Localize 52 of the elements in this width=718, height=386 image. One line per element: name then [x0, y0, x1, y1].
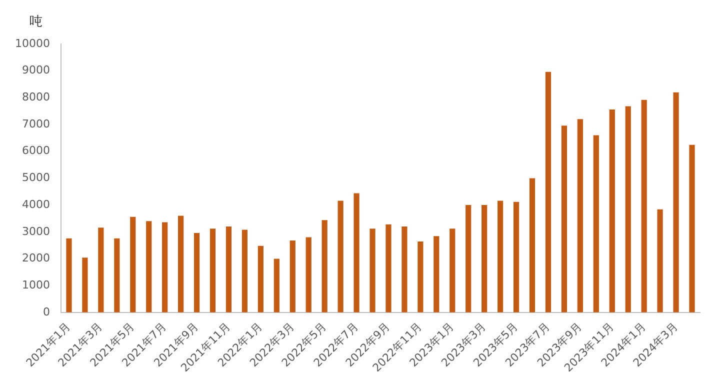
y-tick-label: 4000	[22, 198, 50, 211]
bar	[609, 109, 615, 312]
bar	[146, 221, 152, 312]
bar	[114, 238, 120, 312]
bar	[82, 258, 88, 312]
bar	[338, 200, 344, 312]
bar	[162, 222, 168, 312]
y-tick-label: 0	[42, 305, 50, 318]
bar	[689, 144, 695, 312]
bar	[529, 178, 536, 312]
bar	[561, 126, 568, 312]
bar	[226, 226, 232, 312]
bar	[322, 220, 328, 312]
y-tick-label: 9000	[22, 64, 50, 77]
bar	[657, 209, 663, 312]
bar	[386, 224, 392, 312]
bar	[258, 246, 264, 312]
bar	[673, 92, 679, 312]
bar	[418, 242, 424, 312]
bar	[450, 228, 456, 312]
bar	[593, 135, 599, 312]
bar	[577, 119, 583, 312]
bar	[98, 228, 104, 312]
y-tick-label: 1000	[22, 278, 50, 292]
bar	[274, 258, 280, 312]
bar	[482, 205, 488, 312]
y-tick-label: 7000	[22, 117, 50, 130]
bar	[513, 202, 520, 312]
bar	[130, 216, 136, 312]
bar	[498, 200, 504, 312]
bar	[402, 226, 408, 312]
y-axis-title: 吨	[29, 14, 42, 30]
bar	[210, 228, 216, 312]
y-tick-label: 5000	[22, 171, 50, 184]
bar	[306, 237, 312, 312]
bar	[66, 238, 72, 312]
y-tick-label: 3000	[22, 224, 50, 238]
bar	[466, 205, 472, 312]
bar	[545, 72, 552, 312]
bar	[625, 106, 631, 312]
bar	[178, 216, 184, 312]
bar	[370, 228, 376, 312]
bar	[354, 193, 360, 312]
y-tick-label: 2000	[22, 252, 50, 265]
bar	[641, 100, 647, 312]
y-tick-label: 6000	[22, 144, 50, 158]
bar	[290, 240, 296, 312]
bar	[242, 230, 248, 312]
bar	[434, 236, 440, 312]
y-tick-label: 10000	[14, 36, 50, 50]
y-tick-label: 8000	[22, 90, 50, 104]
bar	[194, 232, 200, 312]
